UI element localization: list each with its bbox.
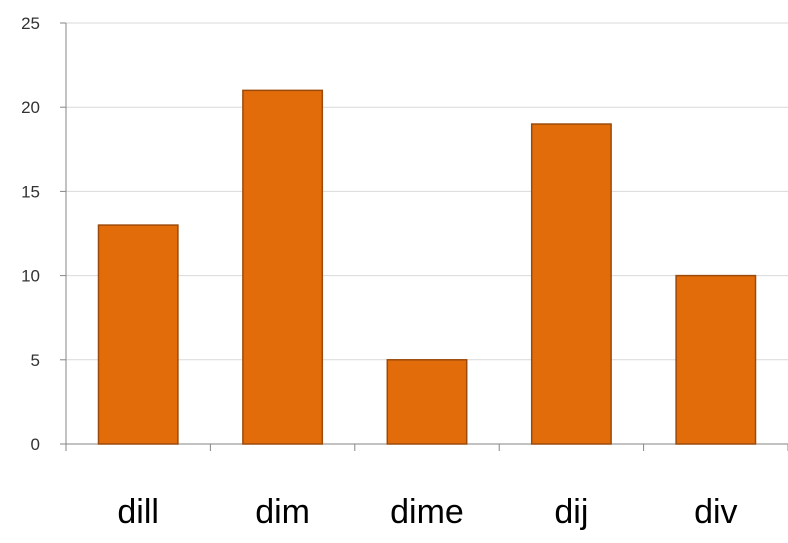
y-tick-labels: 0 5 10 15 20 25	[21, 14, 40, 454]
bars	[97, 89, 757, 445]
x-tick-label: dij	[554, 493, 589, 531]
gridlines	[66, 22, 788, 361]
x-tick-label: div	[694, 493, 738, 531]
y-tick-label: 10	[21, 267, 40, 286]
y-tick-label: 25	[21, 14, 40, 33]
x-tick-label: dill	[117, 493, 159, 531]
y-tick-label: 5	[31, 351, 40, 370]
x-tick-label: dime	[390, 493, 464, 531]
bar-dim	[242, 89, 324, 445]
bar-dill	[97, 224, 179, 445]
y-tick-label: 0	[31, 435, 40, 454]
x-tick-label: dim	[255, 493, 310, 531]
y-tick-label: 15	[21, 182, 40, 201]
bar-dij	[530, 123, 612, 445]
y-tick-label: 20	[21, 98, 40, 117]
bar-div	[675, 274, 757, 445]
x-category-labels: dill dim dime dij div	[0, 492, 788, 542]
bar-dime	[386, 359, 468, 445]
